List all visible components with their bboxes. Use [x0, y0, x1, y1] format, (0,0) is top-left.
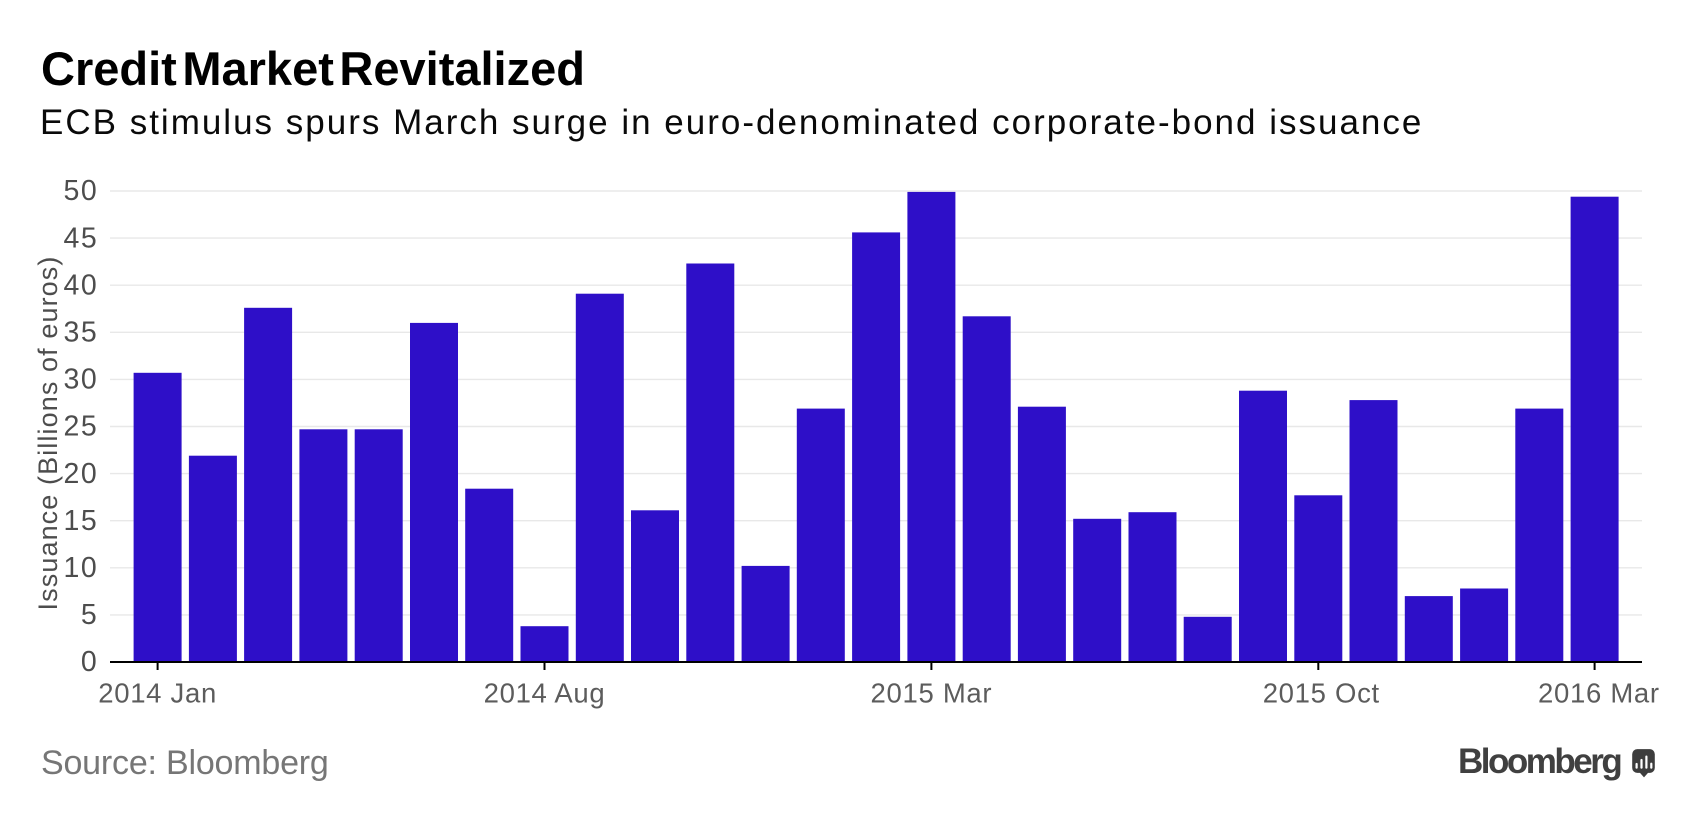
- svg-text:20: 20: [63, 458, 98, 490]
- svg-text:15: 15: [63, 505, 98, 537]
- svg-text:45: 45: [63, 222, 98, 254]
- svg-text:10: 10: [63, 552, 98, 584]
- svg-text:2015 Mar: 2015 Mar: [871, 678, 993, 709]
- svg-text:30: 30: [63, 364, 98, 396]
- svg-text:2015 Oct: 2015 Oct: [1263, 678, 1380, 709]
- svg-text:2014 Jan: 2014 Jan: [98, 678, 217, 709]
- svg-text:5: 5: [81, 599, 98, 631]
- svg-text:0: 0: [81, 646, 98, 678]
- svg-text:2016 Mar: 2016 Mar: [1538, 678, 1660, 709]
- svg-text:50: 50: [63, 175, 98, 207]
- svg-text:2014 Aug: 2014 Aug: [484, 678, 606, 709]
- svg-text:35: 35: [63, 317, 98, 349]
- svg-text:40: 40: [63, 269, 98, 301]
- svg-text:25: 25: [63, 411, 98, 443]
- svg-text:Issuance (Billions of euros): Issuance (Billions of euros): [33, 256, 63, 611]
